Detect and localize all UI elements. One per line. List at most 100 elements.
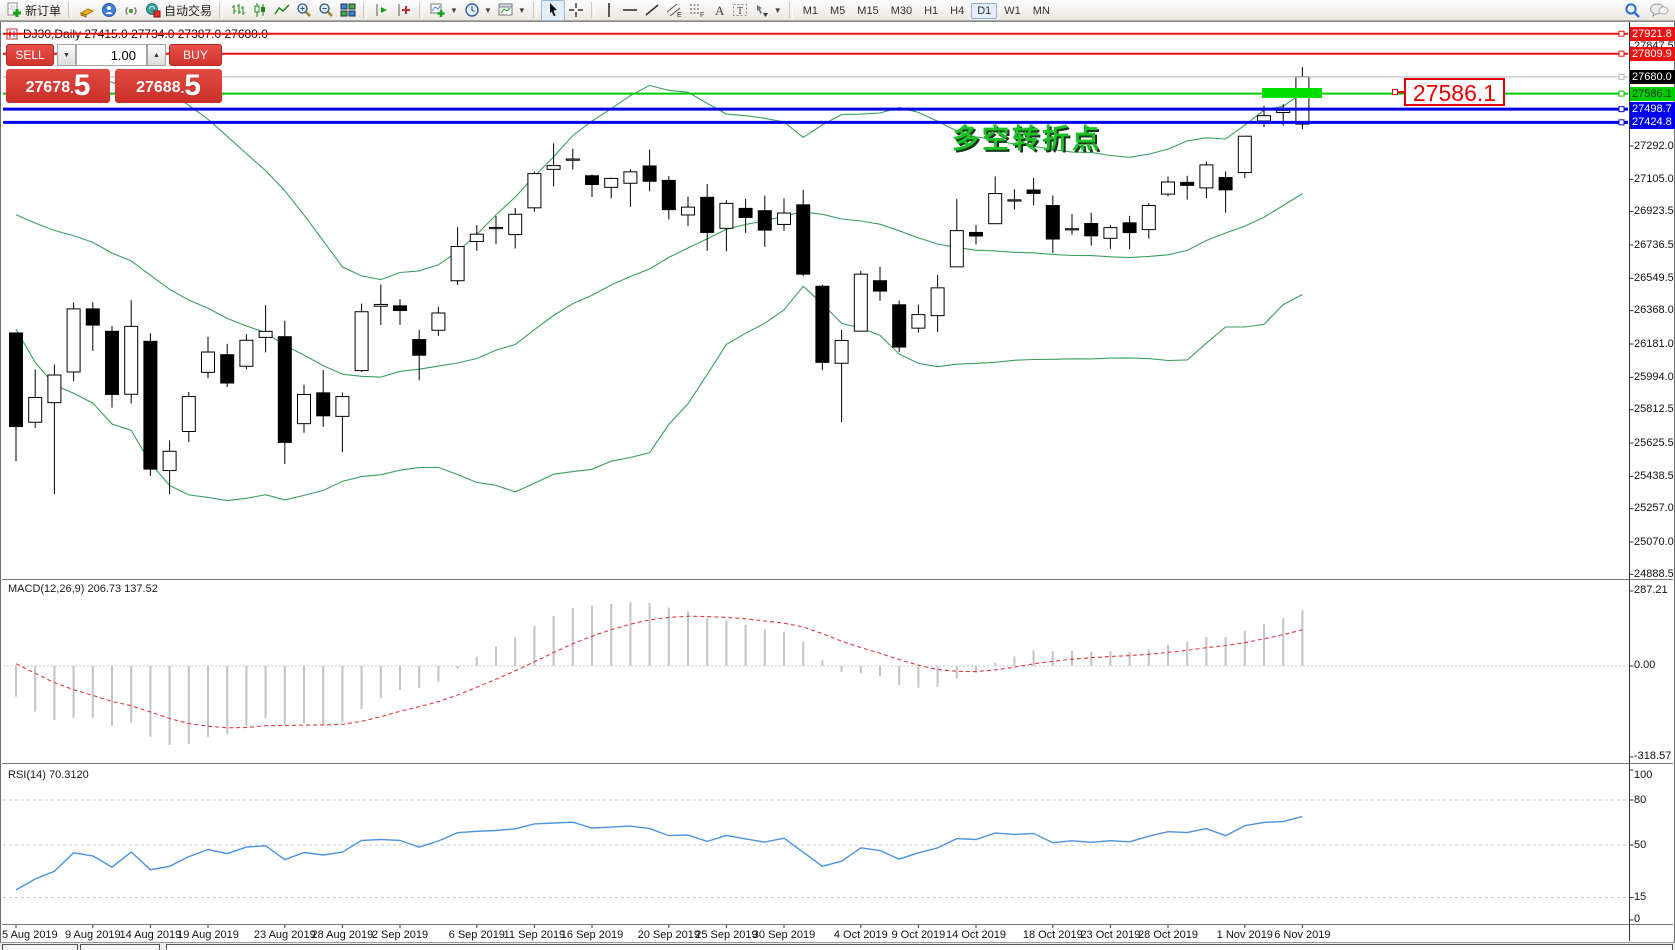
timeframe-button-h4[interactable]: H4 — [950, 5, 965, 17]
chart-annotation-text: 多空转折点 — [952, 124, 1102, 154]
x-axis-date: 1 Nov 2019 — [1216, 929, 1273, 941]
new-chart-button[interactable]: ▼ — [427, 1, 461, 20]
x-axis-date: 19 Aug 2019 — [177, 929, 239, 941]
chart-shift-icon — [376, 4, 388, 16]
autotrading-button[interactable]: 自动交易 — [142, 1, 215, 20]
y-axis-tick: 26923.5 — [1634, 205, 1674, 218]
gold-badge-button[interactable] — [76, 1, 98, 20]
vertical-line-button[interactable] — [599, 1, 619, 20]
fibonacci-icon: F — [689, 4, 704, 18]
timeframe-button-w1[interactable]: W1 — [1004, 5, 1021, 17]
y-axis-tick: 27105.0 — [1634, 172, 1674, 185]
x-axis-date: 11 Sep 2019 — [503, 929, 566, 941]
channel-button[interactable]: E — [663, 1, 686, 20]
x-axis-date: 5 Aug 2019 — [2, 929, 58, 941]
svg-text:A: A — [715, 3, 725, 18]
chart-tab[interactable] — [2, 944, 78, 950]
x-axis-date: 4 Oct 2019 — [833, 929, 888, 941]
x-axis-date: 14 Aug 2019 — [119, 929, 182, 941]
toolbar-separator — [68, 2, 73, 18]
volume-increase-button[interactable]: ▲ — [147, 44, 166, 66]
y-axis-tick: 24888.5 — [1634, 567, 1674, 580]
fibonacci-button[interactable]: F — [686, 1, 709, 20]
trendline-button[interactable] — [641, 1, 663, 20]
timeframe-button-h1[interactable]: H1 — [924, 5, 939, 17]
text-icon: A — [715, 3, 725, 18]
chart-tab[interactable] — [80, 944, 160, 950]
line-chart-button[interactable] — [271, 1, 293, 20]
sell-price-panel[interactable]: 27678. 5 — [6, 69, 110, 103]
arrows-button[interactable]: ▼ — [751, 1, 785, 20]
text-label-icon: T — [732, 4, 747, 17]
toolbar-separator — [363, 2, 368, 18]
new-order-button[interactable]: 新订单 — [3, 1, 64, 20]
templates-button[interactable]: ▼ — [495, 1, 529, 20]
zoom-in-icon — [297, 3, 311, 17]
chart-tab-bar — [0, 942, 1675, 950]
chart-tab[interactable] — [166, 944, 1673, 950]
x-axis-date: 9 Oct 2019 — [891, 929, 946, 941]
timeframe-button-m5[interactable]: M5 — [830, 5, 846, 17]
one-click-trading-panel: SELL ▼ 1.00 ▲ BUY 27678. 5 27688. 5 — [6, 44, 222, 103]
chart-title: DJ30,Daily 27415.0 27734.0 27387.0 27680… — [23, 27, 268, 41]
timeframe-button-m1[interactable]: M1 — [802, 5, 818, 17]
toolbar-separator — [532, 2, 537, 18]
chat-icon[interactable] — [1649, 2, 1669, 18]
rsi-axis-tick: 50 — [1634, 838, 1647, 851]
bar-chart-button[interactable] — [227, 1, 249, 20]
bar-chart-icon — [232, 4, 246, 15]
volume-input[interactable]: 1.00 — [76, 44, 147, 66]
y-axis-tick: 26549.5 — [1634, 271, 1674, 284]
periods-button[interactable]: ▼ — [461, 1, 495, 20]
chart-shift-button[interactable] — [371, 1, 393, 20]
arrows-icon — [756, 5, 768, 17]
autotrading-icon — [146, 3, 161, 18]
zoom-out-button[interactable] — [315, 1, 337, 20]
new-order-label: 新订单 — [25, 3, 62, 18]
crosshair-icon — [568, 3, 583, 17]
timeframe-button-m15[interactable]: M15 — [857, 5, 879, 17]
crosshair-button[interactable] — [565, 1, 587, 20]
line-chart-icon — [274, 4, 290, 15]
timeframe-button-d1[interactable]: D1 — [971, 3, 998, 19]
auto-scroll-button[interactable] — [393, 1, 415, 20]
timeframe-button-mn[interactable]: MN — [1032, 5, 1050, 17]
volume-decrease-button[interactable]: ▼ — [57, 44, 76, 66]
price-callout-label: 27586.1 — [1404, 78, 1505, 106]
macd-axis-tick: 287.21 — [1634, 584, 1668, 596]
timeframe-group: M1 M5 M15 M30 H1 H4 D1 W1 MN — [797, 1, 1056, 19]
buy-button[interactable]: BUY — [169, 44, 222, 66]
y-axis-tick: 26736.5 — [1634, 238, 1674, 251]
text-button[interactable]: A — [709, 1, 729, 20]
toolbar-right — [1624, 2, 1669, 19]
toolbar-separator — [590, 2, 595, 18]
new-order-icon — [7, 2, 21, 17]
tile-windows-button[interactable] — [337, 1, 359, 20]
x-axis-date: 9 Aug 2019 — [64, 929, 121, 941]
timeframe-button-m30[interactable]: M30 — [890, 5, 913, 17]
y-axis-tick: 25070.0 — [1634, 535, 1674, 548]
search-icon[interactable] — [1624, 2, 1641, 19]
rsi-indicator-label: RSI(14) 70.3120 — [8, 769, 89, 781]
toolbar-separator — [788, 2, 793, 18]
horizontal-line-button[interactable] — [619, 1, 641, 20]
chart-window — [0, 21, 1675, 950]
y-axis-tick: 26368.0 — [1634, 304, 1674, 317]
new-chart-icon — [430, 3, 445, 17]
community-button[interactable] — [98, 1, 120, 20]
vertical-line-icon — [607, 3, 610, 17]
cursor-icon — [549, 3, 557, 17]
buy-price-main: 27688 — [136, 79, 181, 96]
dropdown-caret: ▼ — [483, 5, 492, 15]
text-label-button[interactable]: T — [729, 1, 751, 20]
signals-button[interactable] — [120, 1, 142, 20]
channel-icon: E — [666, 3, 682, 18]
zoom-in-button[interactable] — [293, 1, 315, 20]
buy-price-panel[interactable]: 27688. 5 — [115, 69, 222, 103]
cursor-button[interactable] — [540, 0, 565, 21]
sell-button[interactable]: SELL — [6, 44, 54, 66]
toolbar-separator — [219, 2, 224, 18]
x-axis-date: 23 Aug 2019 — [253, 929, 316, 941]
candlestick-chart-button[interactable] — [249, 1, 271, 20]
auto-scroll-icon — [398, 4, 411, 16]
